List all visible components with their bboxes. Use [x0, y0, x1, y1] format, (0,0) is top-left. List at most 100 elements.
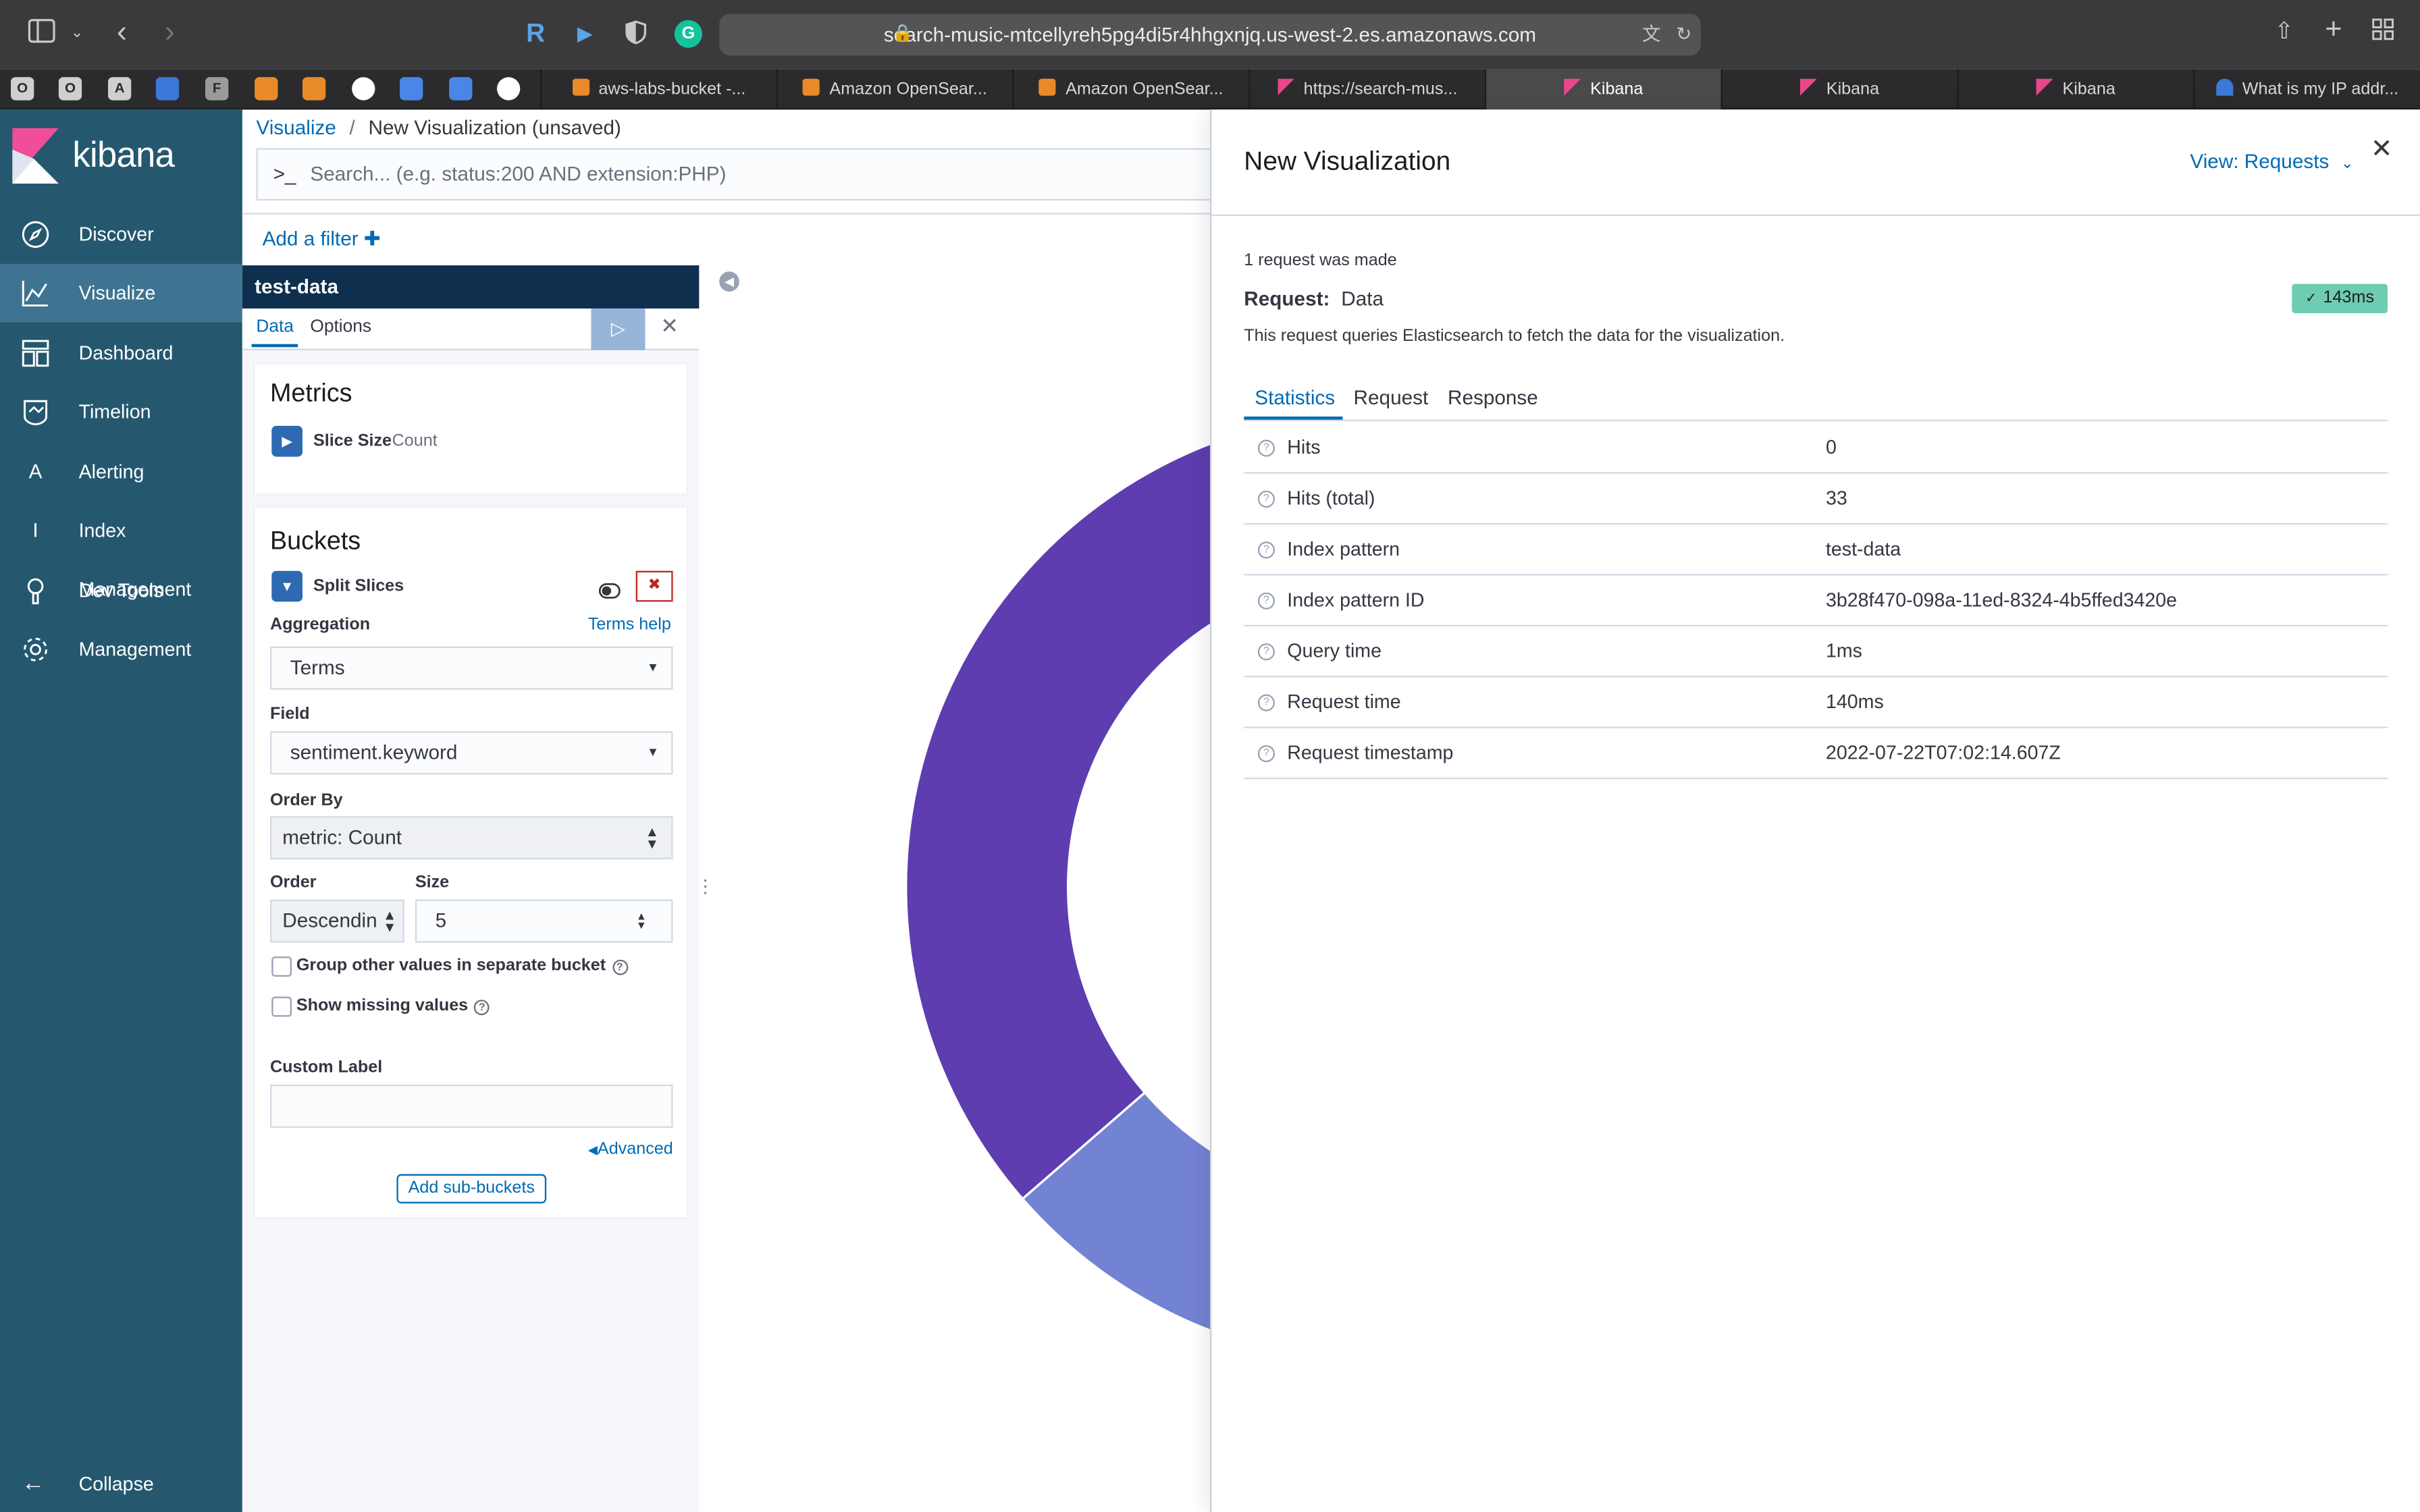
- tab-amazon-opensearch[interactable]: Amazon OpenSear...: [1012, 69, 1248, 110]
- kibana-icon: [1564, 78, 1581, 96]
- tab-response[interactable]: Response: [1447, 385, 1538, 409]
- split-slices-label: Split Slices: [313, 576, 404, 596]
- wrench-icon: [27, 578, 44, 605]
- pinned-tab-blue-icon[interactable]: [155, 77, 180, 101]
- request-time-badge: ✓ 143ms: [2292, 284, 2388, 313]
- discard-changes-icon[interactable]: ✕: [660, 313, 679, 338]
- size-label: Size: [415, 873, 450, 892]
- forward-icon[interactable]: ›: [164, 15, 176, 50]
- nav-item-timelion[interactable]: Timelion: [0, 383, 242, 441]
- share-icon[interactable]: ⇧: [2274, 18, 2294, 45]
- query-search-input[interactable]: >_ Search... (e.g. status:200 AND extens…: [256, 148, 1244, 201]
- order-select[interactable]: Descendin ▲ ▼: [269, 899, 404, 943]
- buckets-title: Buckets: [269, 527, 361, 556]
- tab-kibana[interactable]: Kibana: [1957, 69, 2193, 110]
- collapse-bucket-button[interactable]: ▼: [271, 570, 302, 602]
- pinned-tab-o-icon[interactable]: O: [58, 77, 82, 101]
- nav-item-dev-tools[interactable]: Dev Tools: [0, 562, 242, 620]
- help-icon[interactable]: ?: [1257, 439, 1275, 457]
- pinned-tab-o-icon[interactable]: O: [10, 77, 34, 101]
- help-icon[interactable]: ?: [1257, 745, 1275, 763]
- tab-options[interactable]: Options: [310, 317, 372, 337]
- help-icon[interactable]: ?: [474, 1000, 490, 1015]
- breadcrumb-visualize[interactable]: Visualize: [256, 115, 336, 139]
- order-by-select[interactable]: metric: Count ▲ ▼: [269, 816, 673, 860]
- help-icon[interactable]: ?: [1257, 694, 1275, 711]
- nav-item-alerting[interactable]: A Alerting: [0, 443, 242, 502]
- kibana-logo-text: kibana: [72, 134, 175, 175]
- pie-slice[interactable]: [904, 412, 1210, 1201]
- pinned-tab-a-icon[interactable]: A: [107, 77, 132, 101]
- back-icon[interactable]: ‹: [116, 15, 128, 50]
- pinned-tab-google-icon[interactable]: [496, 77, 521, 101]
- nav-item-management[interactable]: Management: [0, 620, 242, 679]
- pinned-tab-translate-icon[interactable]: [449, 77, 473, 101]
- nav-item-index-management[interactable]: I Index Management: [0, 502, 242, 600]
- group-other-label: Group other values in separate bucket?: [296, 956, 628, 975]
- advanced-toggle[interactable]: ◀Advanced: [587, 1140, 673, 1159]
- new-tab-icon[interactable]: +: [2325, 14, 2342, 47]
- pie-slice[interactable]: [1020, 1091, 1210, 1363]
- pinned-tab-aws-icon[interactable]: [302, 77, 326, 101]
- translate-icon[interactable]: 文: [1641, 23, 1661, 45]
- add-sub-buckets-button[interactable]: Add sub-buckets: [396, 1174, 547, 1204]
- metric-slice-size-label: Slice Size: [313, 431, 392, 451]
- toggle-bucket-icon[interactable]: [598, 578, 621, 606]
- donut-chart: [904, 412, 1210, 1363]
- extension-r-icon[interactable]: R: [526, 18, 546, 48]
- size-input[interactable]: 5 ▲ ▼: [415, 899, 673, 943]
- tab-what-is-my-ip[interactable]: What is my IP addr...: [2192, 69, 2420, 110]
- pinned-tab-translate-icon[interactable]: [399, 77, 423, 101]
- apply-changes-button[interactable]: ▷: [591, 308, 646, 350]
- tab-kibana[interactable]: Kibana: [1720, 69, 1957, 110]
- pinned-tab-google-icon[interactable]: [352, 77, 375, 101]
- help-icon[interactable]: ?: [612, 959, 628, 975]
- tab-kibana-active[interactable]: Kibana: [1484, 69, 1721, 110]
- tab-request[interactable]: Request: [1353, 385, 1429, 409]
- tab-amazon-opensearch[interactable]: Amazon OpenSear...: [776, 69, 1013, 110]
- chevron-down-icon[interactable]: ⌄: [70, 24, 84, 42]
- custom-label-label: Custom Label: [269, 1058, 383, 1077]
- tab-aws-labs-bucket[interactable]: aws-labs-bucket -...: [540, 69, 777, 110]
- aggregation-select[interactable]: Terms ▼: [269, 646, 673, 690]
- request-label: Request:: [1244, 287, 1330, 310]
- resize-handle-icon[interactable]: · · ·: [702, 868, 709, 903]
- field-select[interactable]: sentiment.keyword ▼: [269, 731, 673, 775]
- help-icon[interactable]: ?: [1257, 643, 1275, 661]
- tab-statistics[interactable]: Statistics: [1255, 385, 1336, 409]
- address-bar[interactable]: 🔒 search-music-mtcellyreh5pg4di5r4hhgxnj…: [719, 14, 1701, 56]
- nav-item-visualize[interactable]: Visualize: [0, 263, 242, 323]
- tab-data[interactable]: Data: [251, 317, 299, 348]
- terms-help-link[interactable]: Terms help: [587, 615, 671, 634]
- show-missing-checkbox[interactable]: [271, 996, 292, 1017]
- add-filter-button[interactable]: Add a filter ✚: [262, 226, 381, 250]
- nav-item-dashboard[interactable]: Dashboard: [0, 324, 242, 383]
- extension-shield-icon[interactable]: [622, 20, 650, 48]
- reload-icon[interactable]: ↻: [1676, 23, 1692, 45]
- pinned-tab-f-icon[interactable]: F: [205, 77, 229, 101]
- extension-play-icon[interactable]: ▶: [577, 21, 593, 45]
- help-icon[interactable]: ?: [1257, 490, 1275, 508]
- collapse-editor-icon[interactable]: ◀: [719, 271, 739, 292]
- view-requests-dropdown[interactable]: View: Requests ⌄: [2190, 149, 2354, 173]
- tab-search-music[interactable]: https://search-mus...: [1248, 69, 1485, 110]
- close-icon[interactable]: ✕: [2370, 134, 2393, 164]
- expand-metric-button[interactable]: ▶: [271, 425, 302, 457]
- pinned-tab-aws-icon[interactable]: [255, 77, 278, 101]
- custom-label-input[interactable]: [269, 1084, 673, 1128]
- flyout-divider: [1211, 214, 2420, 216]
- extension-grammarly-icon[interactable]: G: [674, 20, 702, 48]
- help-icon[interactable]: ?: [1257, 592, 1275, 610]
- metrics-panel: Metrics ▶ Slice Size Count: [253, 362, 689, 495]
- metrics-title: Metrics: [269, 379, 352, 408]
- help-icon[interactable]: ?: [1257, 541, 1275, 559]
- remove-bucket-button[interactable]: ✖: [635, 570, 673, 602]
- tabs-divider: [1244, 419, 2388, 421]
- tab-overview-icon[interactable]: [2366, 18, 2400, 49]
- stepper-icon[interactable]: ▲ ▼: [635, 911, 647, 932]
- nav-item-discover[interactable]: Discover: [0, 205, 242, 264]
- sidebar-toggle-icon[interactable]: [25, 18, 59, 52]
- nav-collapse[interactable]: ← Collapse: [0, 1455, 242, 1512]
- visualize-icon: [22, 280, 48, 307]
- group-other-checkbox[interactable]: [271, 956, 292, 977]
